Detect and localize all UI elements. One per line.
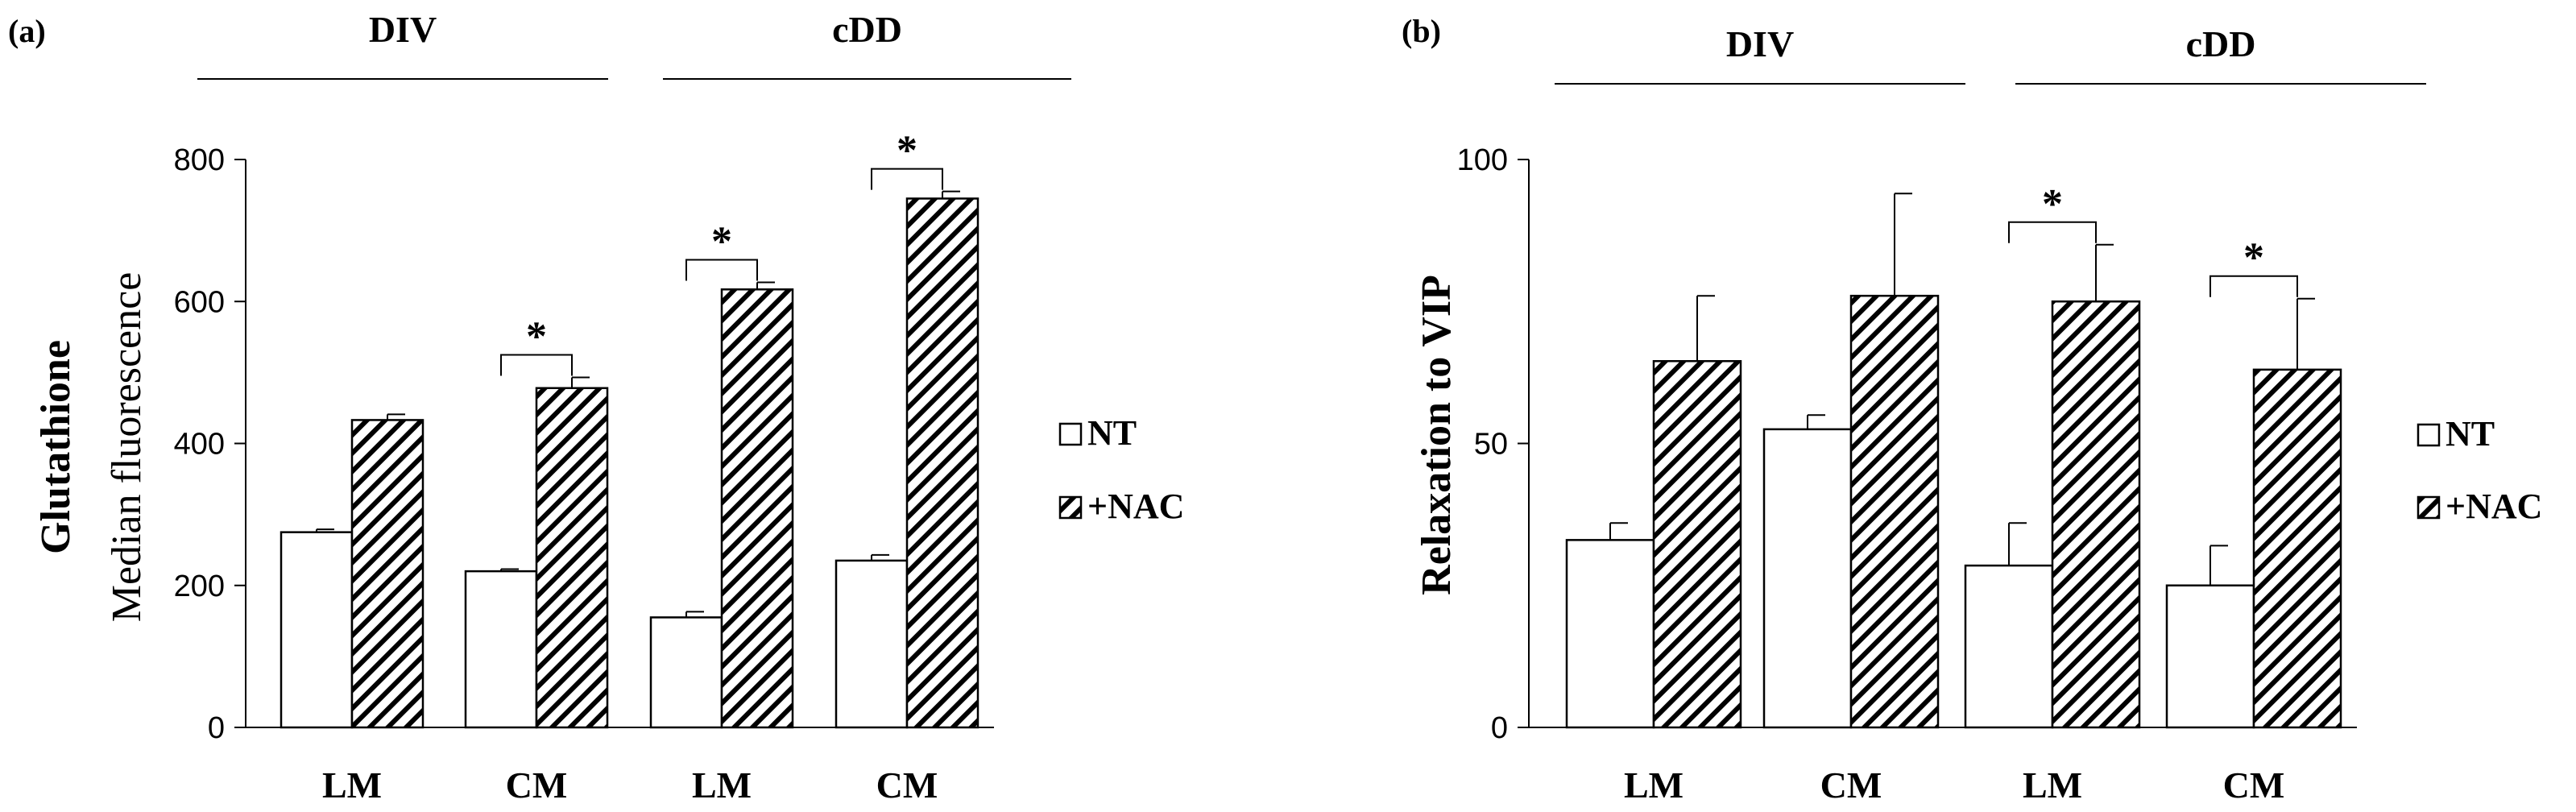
bar-nac xyxy=(1849,294,1940,729)
bar-nt xyxy=(649,616,723,729)
bar-nac xyxy=(720,288,794,729)
bar-nac xyxy=(2051,300,2141,729)
panel-a-ylabel-line2: Median fluorescence xyxy=(104,272,150,623)
legend-nt-label: NT xyxy=(2446,414,2495,454)
category-label: CM xyxy=(1820,764,1882,806)
legend-nt-swatch xyxy=(1058,422,1083,446)
category-label: CM xyxy=(2223,764,2285,806)
significance-star: * xyxy=(2243,235,2264,281)
legend-nac-label: +NAC xyxy=(2446,487,2542,526)
significance-star: * xyxy=(711,218,732,264)
significance-bracket xyxy=(871,168,943,190)
bar-nac xyxy=(350,419,425,729)
legend-nac-swatch xyxy=(1058,495,1083,520)
legend-nac-swatch xyxy=(2417,495,2441,520)
category-label: LM xyxy=(1624,764,1684,806)
significance-star: * xyxy=(2042,181,2063,227)
panel-a-label: (a) xyxy=(8,13,46,49)
y-tick-label: 800 xyxy=(174,143,225,177)
category-label: CM xyxy=(506,764,568,806)
panel-b-legend: NT +NAC xyxy=(2417,414,2542,526)
group-label: DIV xyxy=(1726,23,1794,64)
bar-nt xyxy=(835,559,909,729)
y-tick-label: 50 xyxy=(1474,428,1508,462)
significance-bracket xyxy=(2008,221,2097,243)
bar-nac xyxy=(905,197,979,729)
category-label: LM xyxy=(692,764,752,806)
bar-nac xyxy=(2252,368,2342,729)
panel-a: (a) Glutathione Median fluorescence 0 200… xyxy=(8,9,1184,806)
group-label: DIV xyxy=(369,9,437,50)
y-tick-label: 600 xyxy=(174,285,225,319)
bar-nt xyxy=(1565,539,1655,729)
panel-b-label: (b) xyxy=(1402,13,1441,49)
bar-nt xyxy=(1762,428,1853,729)
panel-a-legend: NT +NAC xyxy=(1058,413,1184,526)
group-label: cDD xyxy=(2186,23,2256,64)
bar-nt xyxy=(464,570,538,729)
legend-nac-label: +NAC xyxy=(1087,487,1184,526)
significance-bracket xyxy=(685,259,758,281)
panel-b: (b) Relaxation to VIP 0 50 100 DIV cDD LM CM LM… xyxy=(1402,13,2542,806)
category-label: CM xyxy=(876,764,938,806)
category-label: LM xyxy=(2023,764,2082,806)
significance-star: * xyxy=(897,128,917,174)
panel-a-plot: 0 200 400 600 800 DIV cDD LM CM LM CM * * * xyxy=(174,9,1071,806)
bar-nt xyxy=(280,531,354,729)
bar-nt xyxy=(2165,584,2255,729)
panel-b-ylabel: Relaxation to VIP xyxy=(1414,275,1460,595)
y-tick-label: 0 xyxy=(1491,711,1508,745)
panel-a-ylabel-line1: Glutathione xyxy=(33,340,79,554)
group-label: cDD xyxy=(832,9,902,50)
y-tick-label: 400 xyxy=(174,428,225,462)
category-label: LM xyxy=(322,764,382,806)
significance-bracket xyxy=(500,354,573,376)
bar-nt xyxy=(1964,564,2054,729)
legend-nt-swatch xyxy=(2417,423,2441,447)
y-tick-label: 0 xyxy=(208,711,225,745)
significance-star: * xyxy=(526,314,547,360)
significance-bracket xyxy=(2209,275,2298,297)
panel-b-plot: 0 50 100 DIV cDD LM CM LM CM * * xyxy=(1457,23,2426,806)
legend-nt-label: NT xyxy=(1087,413,1137,453)
bar-nac xyxy=(535,387,609,729)
bar-nac xyxy=(1652,360,1742,729)
y-tick-label: 100 xyxy=(1457,143,1508,177)
y-tick-label: 200 xyxy=(174,570,225,603)
